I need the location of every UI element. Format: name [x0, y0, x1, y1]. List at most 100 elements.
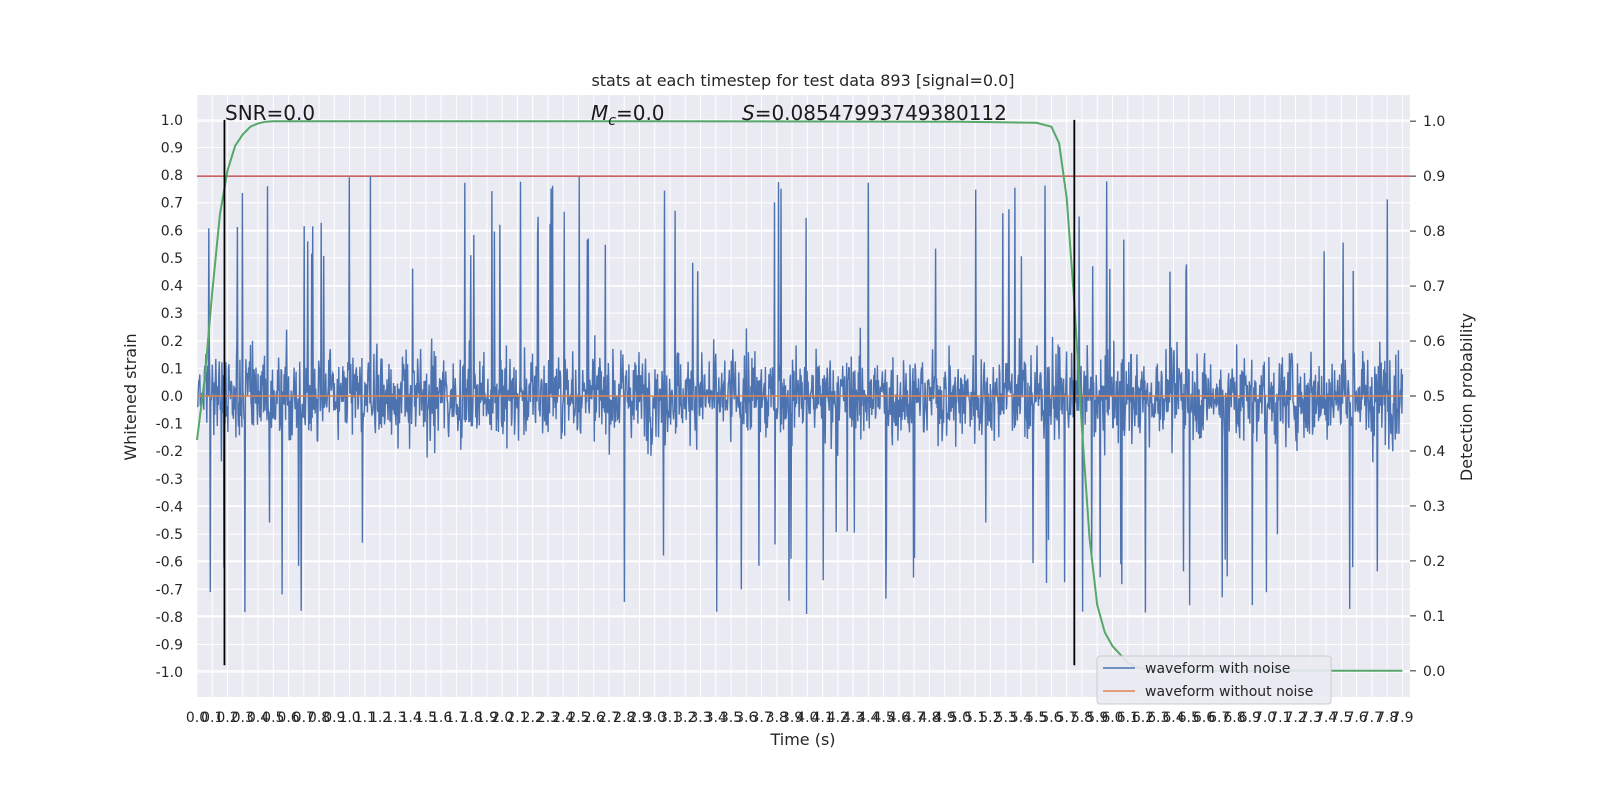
x-tick-label: 5.4 [1010, 710, 1032, 726]
x-tick-label: 0.5 [262, 710, 284, 726]
x-tick-label: 0.8 [308, 710, 330, 726]
x-tick-label: 0.6 [277, 710, 299, 726]
x-tick-label: 4.2 [827, 710, 849, 726]
y-tick-label: -0.9 [156, 638, 183, 654]
y-tick-label: 0.6 [161, 223, 183, 239]
y2-tick-label: 0.5 [1423, 389, 1445, 405]
x-tick-label: 2.1 [506, 710, 528, 726]
y-tick-label: 0.5 [161, 251, 183, 267]
x-tick-label: 5.3 [995, 710, 1017, 726]
x-tick-label: 5.7 [1056, 710, 1078, 726]
y2-tick-label: 0.1 [1423, 609, 1445, 625]
snr-annotation: SNR=0.0 [225, 101, 315, 125]
x-tick-label: 4.4 [857, 710, 879, 726]
x-tick-label: 5.6 [1040, 710, 1062, 726]
x-tick-label: 5.0 [949, 710, 971, 726]
x-tick-label: 7.8 [1376, 710, 1398, 726]
series-waveform-with-noise [197, 175, 1404, 615]
x-tick-label: 3.7 [750, 710, 772, 726]
y2-tick-label: 0.7 [1423, 279, 1445, 295]
x-tick-label: 6.1 [1117, 710, 1139, 726]
x-tick-label: 7.6 [1345, 710, 1367, 726]
s-annotation: S=0.08547993749380112 [742, 101, 1007, 125]
x-tick-label: 1.7 [445, 710, 467, 726]
x-tick-label: 6.6 [1193, 710, 1215, 726]
chart-title: stats at each timestep for test data 893… [591, 71, 1014, 90]
y2-tick-label: 0.2 [1423, 554, 1445, 570]
x-tick-label: 6.7 [1208, 710, 1230, 726]
x-axis-label: Time (s) [769, 730, 835, 749]
x-tick-label: 4.3 [842, 710, 864, 726]
x-tick-label: 7.1 [1269, 710, 1291, 726]
y-tick-label: 0.3 [161, 306, 183, 322]
legend-box [1096, 655, 1332, 705]
x-tick-label: 4.1 [811, 710, 833, 726]
x-tick-label: 2.3 [537, 710, 559, 726]
x-tick-label: 1.4 [399, 710, 421, 726]
x-tick-label: 3.4 [705, 710, 727, 726]
x-tick-label: 6.0 [1101, 710, 1123, 726]
x-tick-label: 3.0 [644, 710, 666, 726]
x-tick-label: 2.9 [628, 710, 650, 726]
x-tick-label: 4.8 [918, 710, 940, 726]
y-tick-label: -0.6 [156, 555, 183, 571]
y2-tick-label: 0.0 [1423, 664, 1445, 680]
x-tick-label: 0.3 [232, 710, 254, 726]
x-tick-label: 4.7 [903, 710, 925, 726]
legend-entry-clean: waveform without noise [1145, 684, 1313, 700]
y-tick-label: 0.2 [161, 334, 183, 350]
y2-tick-label: 0.6 [1423, 334, 1445, 350]
y-tick-label: -0.7 [156, 582, 183, 598]
y-tick-label: -0.8 [156, 610, 183, 626]
x-tick-label: 6.2 [1132, 710, 1154, 726]
x-tick-label: 7.5 [1330, 710, 1352, 726]
x-tick-label: 1.8 [461, 710, 483, 726]
x-tick-label: 5.8 [1071, 710, 1093, 726]
x-tick-label: 0.7 [293, 710, 315, 726]
y-tick-label: 0.8 [161, 168, 183, 184]
y-tick-label: 0.9 [161, 140, 183, 156]
x-tick-label: 5.1 [964, 710, 986, 726]
legend: waveform with noise waveform without noi… [1096, 655, 1332, 705]
y-axis-label: Whitened strain [121, 333, 140, 460]
x-tick-label: 1.6 [430, 710, 452, 726]
y-tick-label: -0.1 [156, 417, 183, 433]
x-tick-label: 1.3 [384, 710, 406, 726]
legend-entry-noise: waveform with noise [1145, 661, 1290, 677]
x-tick-label: 7.2 [1284, 710, 1306, 726]
y-tick-label: -0.5 [156, 527, 183, 543]
y-tick-label: -0.3 [156, 472, 183, 488]
x-tick-label: 7.0 [1254, 710, 1276, 726]
chirp-mass-annotation: Mc=0.0 [591, 101, 665, 129]
x-tick-label: 3.3 [689, 710, 711, 726]
x-tick-label: 2.2 [522, 710, 544, 726]
x-tick-label: 3.9 [781, 710, 803, 726]
x-tick-label: 5.9 [1086, 710, 1108, 726]
x-tick-label: 0.1 [201, 710, 223, 726]
y-tick-label: 0.7 [161, 196, 183, 212]
x-tick-label: 1.9 [476, 710, 498, 726]
x-tick-label: 0.9 [323, 710, 345, 726]
y-tick-label: 0.0 [161, 389, 183, 405]
x-tick-label: 3.8 [766, 710, 788, 726]
y2-tick-label: 0.8 [1423, 224, 1445, 240]
x-tick-label: 1.0 [338, 710, 360, 726]
x-tick-label: 3.1 [659, 710, 681, 726]
x-tick-label: 6.5 [1178, 710, 1200, 726]
x-tick-label: 2.8 [613, 710, 635, 726]
y-tick-label: 0.4 [161, 279, 183, 295]
y-axis-ticks: 1.0 0.9 0.8 0.7 0.6 0.5 0.4 0.3 0.2 0.1 0.0 -0.1 -0.… [156, 113, 183, 681]
x-tick-label: 3.2 [674, 710, 696, 726]
y-tick-label: -0.4 [156, 499, 183, 515]
x-tick-label: 4.9 [934, 710, 956, 726]
x-tick-label: 1.5 [415, 710, 437, 726]
x-axis-ticks: 0.00.10.20.30.40.50.60.70.80.91.01.11.21… [186, 710, 1414, 726]
y2-tick-label: 0.4 [1423, 444, 1445, 460]
x-tick-label: 6.3 [1147, 710, 1169, 726]
x-tick-label: 3.6 [735, 710, 757, 726]
x-tick-label: 2.7 [598, 710, 620, 726]
y-tick-label: 1.0 [161, 113, 183, 129]
x-tick-label: 4.6 [888, 710, 910, 726]
x-tick-label: 7.9 [1391, 710, 1413, 726]
